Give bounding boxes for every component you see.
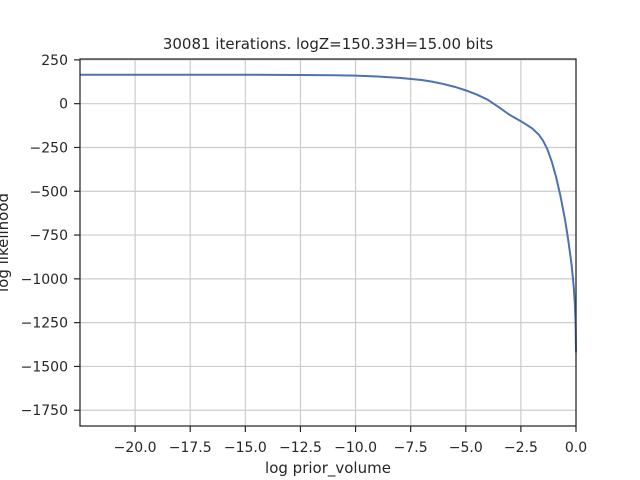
y-tick-label: 0 — [59, 97, 68, 113]
y-tick-label: −1000 — [21, 272, 68, 288]
y-tick-label: 250 — [41, 53, 68, 69]
x-tick-label: −7.5 — [394, 440, 428, 456]
grid — [80, 59, 577, 426]
y-tick-label: −250 — [30, 140, 68, 156]
x-tick-label: −15.0 — [224, 440, 267, 456]
x-tick-label: −17.5 — [169, 440, 212, 456]
x-tick-label: −2.5 — [504, 440, 538, 456]
x-axis: −20.0 −17.5 −15.0 −12.5 −10.0 −7.5 −5.0 −2.5 0.0 — [114, 426, 587, 456]
plot-frame — [79, 58, 577, 427]
y-tick-label: −1750 — [21, 403, 68, 419]
y-axis-title: log likelihood — [0, 193, 12, 292]
x-tick-label: −20.0 — [114, 440, 157, 456]
y-axis: 250 0 −250 −500 −750 −1000 −1250 −1500 −1750 — [21, 53, 80, 419]
y-tick-label: −1250 — [21, 316, 68, 332]
x-tick-label: 0.0 — [565, 440, 587, 456]
x-tick-label: −5.0 — [449, 440, 483, 456]
y-tick-label: −500 — [30, 184, 68, 200]
series-line — [80, 73, 577, 353]
chart-title: 30081 iterations. logZ=150.33H=15.00 bit… — [163, 35, 494, 53]
x-axis-title: log prior_volume — [265, 459, 391, 478]
y-tick-label: −750 — [30, 228, 68, 244]
x-tick-label: −12.5 — [279, 440, 322, 456]
y-tick-label: −1500 — [21, 359, 68, 375]
x-tick-label: −10.0 — [334, 440, 377, 456]
